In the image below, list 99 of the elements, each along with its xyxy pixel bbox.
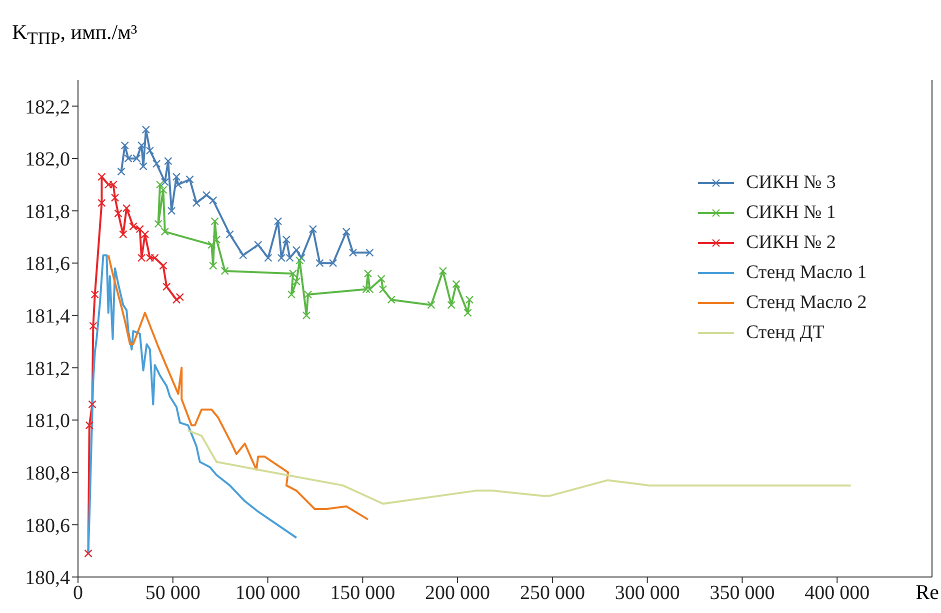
point: [186, 175, 194, 184]
point: [292, 277, 301, 286]
point: [174, 180, 182, 189]
point: [212, 235, 221, 244]
legend-label: Стенд Масло 2: [746, 291, 867, 315]
point: [304, 290, 312, 299]
point: [296, 256, 304, 265]
point: [328, 259, 338, 268]
point: [119, 230, 128, 238]
point: [292, 246, 301, 254]
point: [239, 251, 248, 260]
point: [159, 262, 168, 270]
point: [342, 228, 350, 236]
point: [452, 280, 460, 288]
point: [167, 206, 176, 215]
point: [84, 549, 92, 558]
point: [364, 269, 372, 278]
legend-label: Стенд ДТ: [746, 321, 824, 345]
point: [254, 240, 262, 249]
point: [160, 228, 170, 236]
point: [302, 311, 311, 320]
y-tick-label: 181,2: [25, 358, 70, 380]
point: [117, 167, 126, 176]
y-tick-label: 181,6: [25, 253, 70, 276]
x-tick-label: 150 000: [330, 582, 396, 604]
point: [377, 274, 386, 283]
x-tick-label: 250 000: [520, 582, 585, 604]
point: [122, 204, 131, 212]
point: [282, 235, 290, 244]
legend-label: СИКН № 3: [746, 171, 836, 195]
point: [154, 220, 162, 228]
point: [162, 282, 171, 291]
point: [297, 254, 306, 262]
x-tick-label: 400 000: [804, 582, 870, 604]
x-axis-title: Re: [916, 580, 939, 605]
y-tick-label: 181,8: [25, 200, 70, 223]
x-tick-label: 300 000: [614, 582, 680, 604]
point: [156, 180, 164, 189]
point: [160, 178, 170, 186]
point: [447, 300, 456, 310]
x-tick-label: 350 000: [710, 582, 775, 604]
point: [146, 146, 154, 155]
point: [316, 259, 324, 268]
point: [287, 290, 296, 299]
point: [210, 217, 219, 226]
y-axis-title: K$_{ТПР}$, имп./м³: [12, 20, 138, 50]
point: [427, 300, 436, 310]
point: [226, 230, 234, 238]
legend-label: СИКН № 2: [746, 231, 836, 255]
point: [288, 269, 298, 278]
point: [464, 308, 472, 317]
point: [142, 126, 150, 134]
point: [220, 266, 229, 276]
point: [90, 290, 99, 299]
point: [139, 162, 148, 170]
point: [98, 198, 106, 208]
point: [208, 240, 216, 249]
point: [110, 194, 120, 202]
point: [366, 248, 374, 257]
x-tick-label: 100 000: [235, 582, 300, 604]
point: [209, 196, 218, 204]
line-series: [87, 254, 298, 554]
line-series: [187, 430, 852, 505]
point: [202, 190, 211, 200]
point: [264, 254, 272, 262]
y-tick-label: 182,2: [25, 96, 70, 118]
point: [152, 160, 161, 168]
y-tick-label: 181,0: [25, 410, 70, 432]
point: [172, 172, 181, 181]
point: [362, 285, 370, 294]
point: [465, 296, 474, 304]
point: [164, 156, 172, 166]
point: [308, 225, 318, 234]
point: [438, 266, 448, 276]
point: [274, 217, 282, 226]
y-tick-label: 180,4: [25, 567, 70, 590]
x-tick-label: 50 000: [145, 582, 200, 604]
y-tick-label: 182,0: [25, 148, 70, 171]
y-tick-label: 180,6: [25, 514, 70, 537]
legend-label: Стенд Масло 1: [746, 261, 867, 285]
point: [89, 322, 98, 330]
legend-label: СИКН № 1: [746, 201, 836, 225]
point: [85, 421, 94, 430]
x-tick-label: 0: [73, 582, 83, 604]
point: [176, 293, 184, 302]
y-tick-label: 180,8: [25, 462, 70, 484]
x-tick-label: 200 000: [425, 582, 490, 604]
line-series: [107, 254, 369, 520]
point: [88, 400, 96, 408]
point: [114, 209, 122, 218]
point: [378, 285, 388, 294]
point: [209, 262, 218, 270]
point: [98, 172, 106, 181]
point: [348, 248, 358, 257]
y-tick-label: 181,4: [25, 306, 70, 328]
point: [140, 230, 150, 238]
point: [387, 296, 396, 304]
point: [192, 198, 201, 208]
point: [120, 141, 129, 150]
